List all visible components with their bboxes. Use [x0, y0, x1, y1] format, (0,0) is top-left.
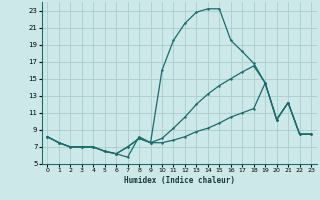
- X-axis label: Humidex (Indice chaleur): Humidex (Indice chaleur): [124, 176, 235, 185]
